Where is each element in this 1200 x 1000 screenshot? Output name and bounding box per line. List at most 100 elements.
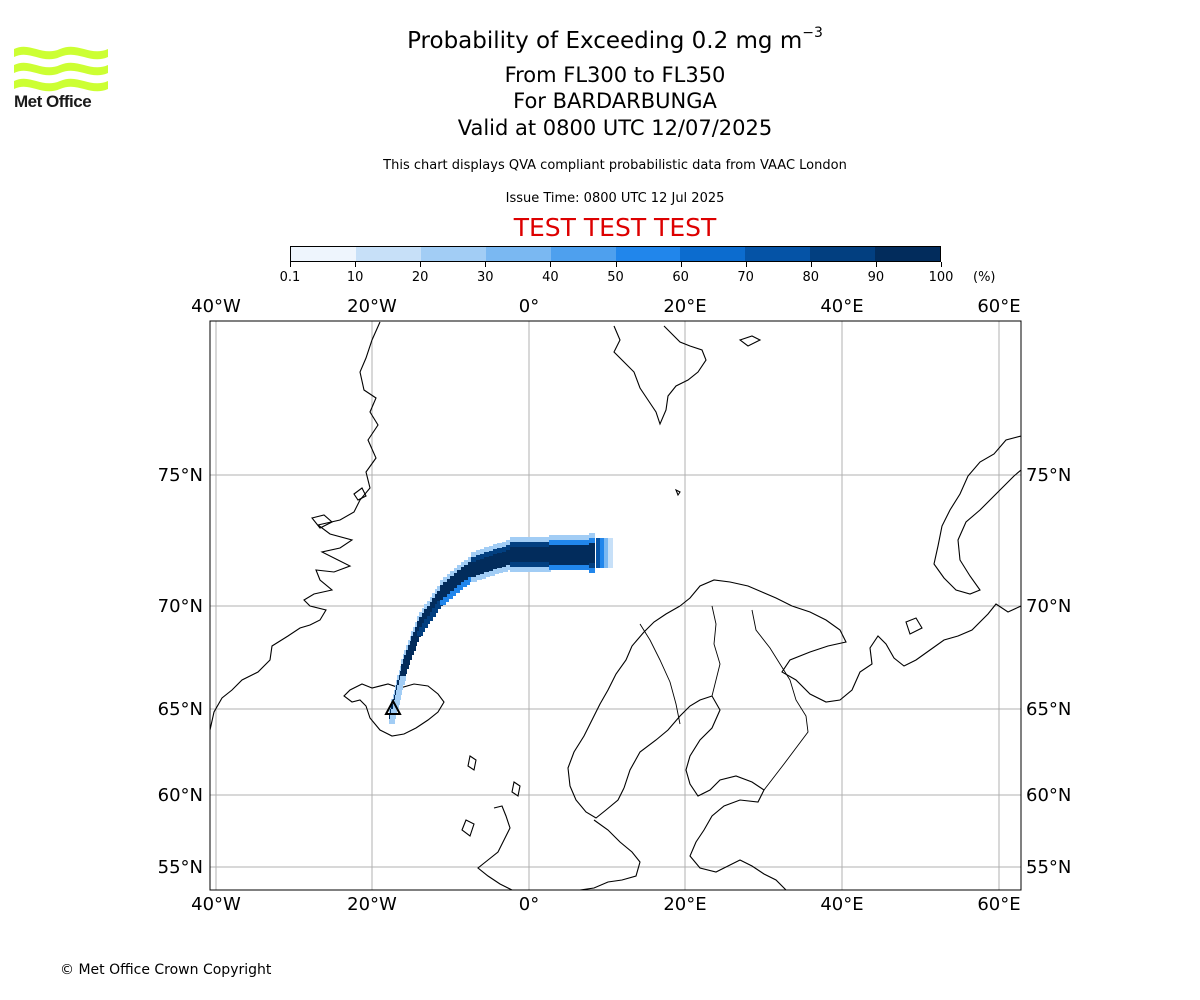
plume-cell — [515, 567, 521, 572]
met-office-waves-logo-icon — [14, 46, 108, 92]
plume-cell — [540, 552, 546, 557]
iceland-coast — [343, 683, 445, 737]
plume-cell — [404, 660, 410, 665]
axis-label: 40°E — [820, 894, 863, 915]
plume-cell — [545, 557, 551, 562]
plume-cell — [515, 562, 521, 567]
plume-cell — [493, 569, 499, 574]
copyright: © Met Office Crown Copyright — [60, 962, 272, 978]
plume-cell — [401, 669, 407, 674]
plume-cell — [410, 646, 416, 651]
axis-label: 60°N — [1026, 785, 1071, 806]
colorbar-tick-label: 50 — [607, 270, 624, 285]
plume-cell — [464, 575, 470, 580]
plume-cell — [476, 570, 482, 575]
plume-cell — [493, 559, 499, 564]
plume-cell — [584, 565, 590, 570]
plume-cell — [489, 571, 495, 576]
plume-cell — [596, 543, 601, 548]
plume-cell — [549, 555, 555, 560]
plume-cell — [408, 650, 414, 655]
plume-cell — [600, 538, 605, 543]
plume-cell — [493, 564, 499, 569]
plume-cell — [574, 560, 580, 565]
plume-cell — [569, 535, 575, 540]
colorbar-tick-label: 100 — [928, 270, 954, 285]
colorbar-tick-mark — [355, 262, 357, 267]
plume-cell — [589, 533, 595, 538]
plume-cell — [554, 550, 560, 555]
plume-cell — [569, 555, 575, 560]
plume-cell — [493, 544, 499, 549]
plume-cell — [471, 552, 477, 557]
plume-cell — [476, 565, 482, 570]
colorbar-segment — [810, 247, 876, 261]
plume-cell — [530, 562, 536, 567]
plume-cell — [520, 542, 526, 547]
plume-cell — [559, 565, 565, 570]
plume-cell — [502, 547, 508, 552]
colorbar-segment — [550, 247, 616, 261]
plume-cell — [432, 608, 438, 613]
axis-label: 75°N — [158, 465, 203, 486]
plume-cell — [574, 555, 580, 560]
lon-labels-bottom: 40°W 20°W 0° 20°E 40°E 60°E — [191, 894, 1020, 915]
plume-cell — [525, 542, 531, 547]
plume-cell — [554, 540, 560, 545]
plume-cell — [584, 560, 590, 565]
axis-label: 55°N — [1026, 857, 1071, 878]
plume-cell — [443, 592, 449, 597]
plume-cell — [564, 565, 570, 570]
probability-colorbar — [290, 246, 941, 262]
plume-cell — [515, 552, 521, 557]
colorbar-tick-label: 30 — [477, 270, 494, 285]
plume-cell — [396, 690, 402, 695]
axis-label: 40°W — [191, 894, 241, 915]
plume-cell — [489, 566, 495, 571]
plume-cell — [450, 581, 456, 586]
plume-cell — [497, 543, 503, 548]
colorbar-tick-label: 10 — [346, 270, 364, 285]
plume-cell — [476, 550, 482, 555]
chart-title: Probability of Exceeding 0.2 mg m−3 — [407, 25, 823, 54]
plume-cell — [564, 545, 570, 550]
axis-label: 60°E — [977, 296, 1020, 317]
axis-label: 20°W — [347, 296, 397, 317]
plume-cell — [419, 627, 425, 632]
colorbar-tick-mark — [875, 262, 877, 267]
plume-cell — [471, 577, 477, 582]
plume-cell — [443, 582, 449, 587]
plume-cell — [549, 545, 555, 550]
plume-cell — [399, 680, 405, 685]
colorbar-tick-label: 60 — [672, 270, 689, 285]
chart-description: This chart displays QVA compliant probab… — [383, 158, 847, 173]
plume-cell — [471, 572, 477, 577]
plume-cell — [554, 560, 560, 565]
plume-cell — [497, 558, 503, 563]
plume-cell — [600, 563, 605, 568]
plume-cell — [464, 570, 470, 575]
logo-text: Met Office — [14, 92, 92, 111]
plume-cell — [545, 542, 551, 547]
plume-cell — [471, 567, 477, 572]
plume-cell — [480, 554, 486, 559]
plume-cell — [389, 719, 395, 724]
plume-cell — [435, 604, 441, 609]
plume-cell — [497, 553, 503, 558]
axis-label: 70°N — [158, 596, 203, 617]
map-frame — [209, 320, 1022, 891]
plume-cell — [564, 540, 570, 545]
colorbar-tick-label: 40 — [542, 270, 559, 285]
plume-cell — [604, 538, 609, 543]
plume-cell — [535, 547, 541, 552]
plume-cell — [584, 540, 590, 545]
plume-cell — [530, 557, 536, 562]
plume-cell — [559, 555, 565, 560]
plume-cell — [411, 641, 417, 646]
plume-cell — [450, 586, 456, 591]
plume-cell — [391, 709, 397, 714]
plume-cell — [464, 565, 470, 570]
plume-cell — [506, 550, 512, 555]
colorbar-unit: (%) — [973, 270, 996, 285]
plume-cell — [515, 547, 521, 552]
